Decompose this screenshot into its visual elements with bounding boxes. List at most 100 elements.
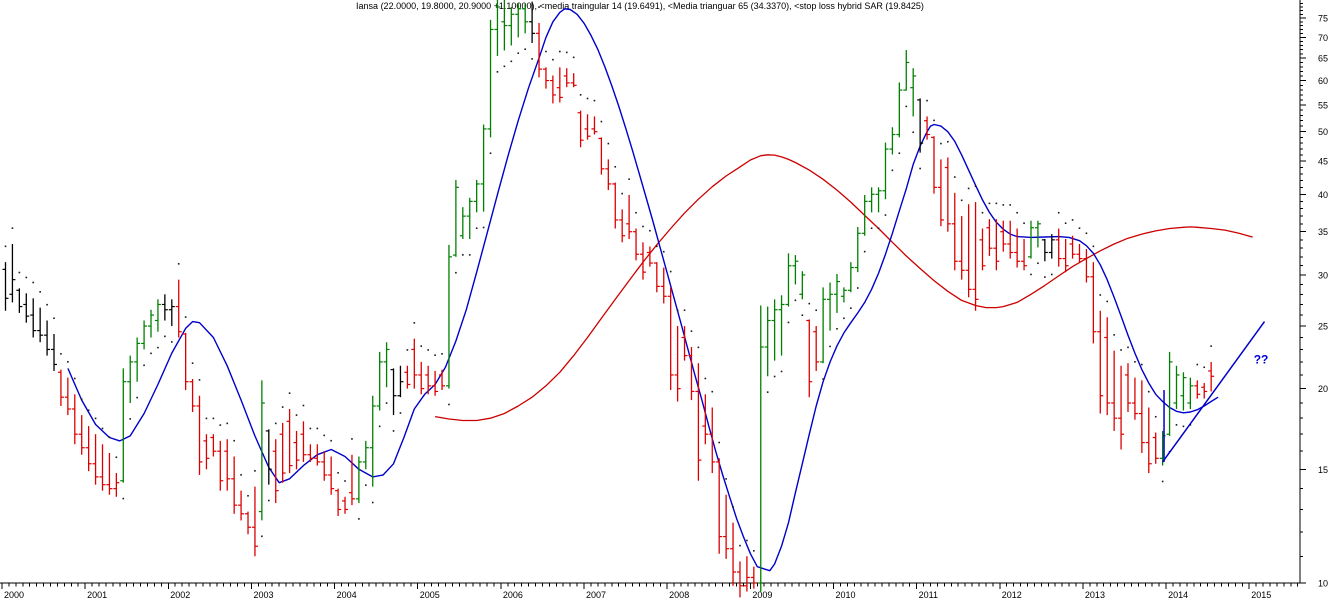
ohlc-bar: [771, 299, 778, 361]
question-annotation[interactable]: ??: [1254, 352, 1269, 366]
ohlc-bar: [99, 444, 106, 491]
ohlc-bar: [1083, 249, 1090, 283]
ohlc-bar: [709, 407, 716, 474]
trendline[interactable]: [1162, 321, 1266, 463]
x-tick-label: 2012: [1002, 590, 1022, 600]
ohlc-bar: [522, 3, 529, 34]
ohlc-bar: [445, 244, 452, 389]
ohlc-bar: [217, 440, 224, 491]
ohlc-bar: [736, 561, 743, 598]
ohlc-bar: [376, 351, 383, 411]
ohlc-bar: [778, 295, 785, 356]
ohlc-bar: [1201, 383, 1208, 399]
ohlc-bar: [189, 378, 196, 413]
ohlc-bar: [154, 299, 161, 332]
ohlc-bar: [910, 68, 917, 117]
y-tick-label: 65: [1318, 54, 1328, 64]
ohlc-bar: [1021, 239, 1028, 271]
ohlc-bar: [605, 159, 612, 191]
x-tick-label: 2006: [503, 590, 523, 600]
ohlc-bar: [549, 75, 556, 104]
x-tick-label: 2010: [835, 590, 855, 600]
axes: [0, 0, 1306, 584]
y-tick-label: 55: [1318, 100, 1328, 110]
y-tick-label: 50: [1318, 127, 1328, 137]
ohlc-bar: [882, 142, 889, 200]
y-tick-label: 20: [1318, 384, 1328, 394]
ohlc-bar: [702, 394, 709, 445]
ohlc-bar: [681, 326, 688, 361]
ohlc-bar: [764, 306, 771, 377]
ohlc-bar: [563, 68, 570, 88]
ohlc-bar: [833, 274, 840, 313]
ohlc-bar: [716, 458, 723, 554]
ohlc-bar: [1124, 363, 1131, 413]
ohlc-bar: [1166, 351, 1173, 436]
ohlc-bar: [1048, 234, 1055, 259]
x-axis-labels: 2000 2001 2002 2003 2004 2005 2006 2007 2008 2009…: [1, 583, 1299, 600]
x-tick-label: 2004: [337, 590, 357, 600]
ohlc-bar: [750, 566, 757, 589]
annotations[interactable]: ??: [1162, 321, 1269, 463]
y-tick-label: 30: [1318, 270, 1328, 280]
ohlc-bar: [1034, 220, 1041, 248]
ohlc-bar: [196, 395, 203, 475]
candles: [2, 0, 1215, 598]
ohlc-bar: [612, 182, 619, 229]
ohlc-bar: [16, 288, 23, 313]
ohlc-bar: [944, 157, 951, 232]
y-axis-labels: 10 15 20 25 30 35 40 45 50 55 60 65 70 75: [1300, 2, 1328, 589]
ohlc-bar: [723, 494, 730, 559]
ohlc-bar: [515, 3, 522, 38]
ohlc-bar: [827, 282, 834, 331]
ohlc-bar: [369, 395, 376, 487]
y-tick-label: 10: [1318, 579, 1328, 589]
ohlc-bar: [2, 262, 9, 311]
ohlc-bar: [1152, 432, 1159, 464]
ohlc-bar: [473, 179, 480, 213]
ohlc-bar: [965, 204, 972, 298]
ohlc-bar: [37, 307, 44, 343]
ohlc-bar: [1138, 380, 1145, 453]
ohlc-bar: [1062, 239, 1069, 273]
ohlc-bar: [348, 454, 355, 506]
ohlc-bar: [633, 228, 640, 261]
ohlc-bar: [106, 452, 113, 495]
ohlc-bar: [1131, 377, 1138, 420]
ohlc-bar: [757, 305, 764, 592]
x-tick-label: 2001: [87, 590, 107, 600]
x-tick-label: 2009: [752, 590, 772, 600]
ohlc-bar: [868, 187, 875, 213]
ohlc-bar: [1111, 350, 1118, 431]
x-tick-label: 2002: [170, 590, 190, 600]
y-tick-label: 75: [1318, 14, 1328, 24]
ohlc-bar: [238, 490, 245, 521]
y-tick-label: 45: [1318, 157, 1328, 167]
ohlc-bar: [979, 228, 986, 271]
ohlc-bar: [1069, 235, 1076, 259]
ohlc-bar: [986, 219, 993, 256]
ohlc-bar: [224, 439, 231, 491]
ohlc-bar: [972, 202, 979, 311]
ohlc-bar: [861, 194, 868, 236]
ohlc-bar: [231, 456, 238, 514]
ohlc-bar: [1041, 239, 1048, 262]
ohlc-bar: [404, 365, 411, 389]
ohlc-bar: [466, 197, 473, 240]
ohlc-bar: [78, 415, 85, 455]
ohlc-bar: [1173, 365, 1180, 409]
ohlc-bar: [272, 439, 279, 504]
ohlc-bar: [951, 192, 958, 271]
ohlc-bar: [134, 337, 141, 382]
ohlc-bar: [889, 127, 896, 155]
x-tick-label: 2008: [669, 590, 689, 600]
ohlc-bar: [321, 451, 328, 481]
ohlc-bar: [432, 370, 439, 396]
ohlc-bar: [30, 298, 37, 338]
ohlc-bar: [452, 179, 459, 257]
ohlc-bar: [570, 73, 577, 88]
tma65-line: [434, 154, 1253, 422]
ohlc-bar: [646, 246, 653, 267]
